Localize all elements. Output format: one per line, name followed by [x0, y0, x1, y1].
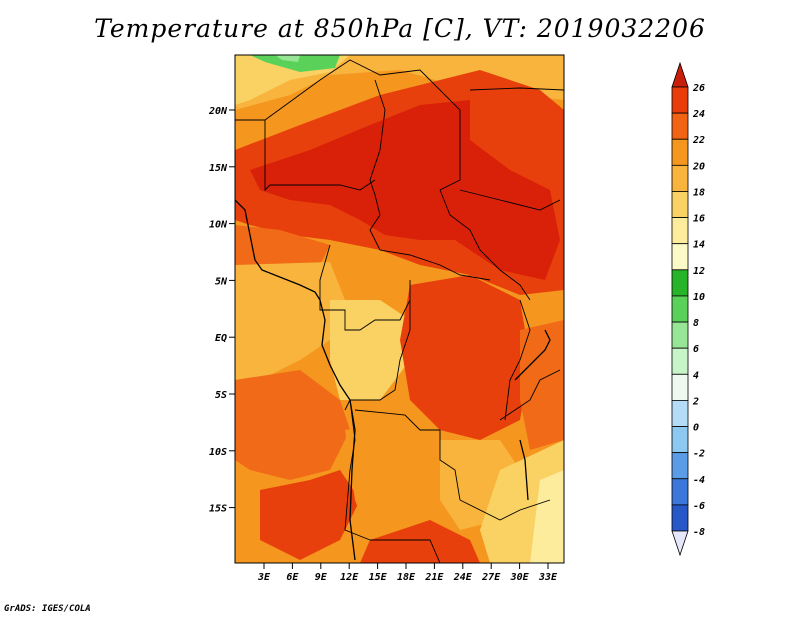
lon-label: 27E	[481, 572, 501, 583]
map-frame	[234, 54, 565, 564]
lat-label: 15S	[209, 504, 227, 515]
colorbar-box	[671, 86, 689, 114]
lat-label: EQ	[215, 333, 227, 344]
colorbar-box	[671, 373, 689, 401]
lon-label: 21E	[424, 572, 444, 583]
colorbar-box	[671, 478, 689, 506]
colorbar-box	[671, 295, 689, 323]
colorbar-label: 12	[693, 266, 705, 277]
colorbar-box	[671, 164, 689, 192]
colorbar-label: 26	[692, 83, 705, 94]
colorbar-box	[671, 217, 689, 245]
colorbar-label: 4	[693, 370, 699, 381]
colorbar-box	[671, 452, 689, 480]
lon-label: 3E	[257, 572, 271, 583]
lat-label: 20N	[208, 106, 228, 117]
lon-label: 6E	[286, 572, 299, 583]
lon-label: 9E	[315, 572, 328, 583]
lat-label: 5N	[215, 276, 228, 287]
colorbar-box	[671, 112, 689, 140]
map-title: Temperature at 850hPa [C], VT: 201903220…	[94, 14, 706, 43]
colorbar-bottom-arrow	[671, 530, 689, 557]
colorbar-box	[671, 400, 689, 427]
lon-label: 24E	[453, 572, 473, 583]
colorbar-box	[671, 321, 689, 349]
colorbar-top-arrow	[671, 61, 689, 88]
colorbar-label: 0	[693, 423, 699, 434]
colorbar-box	[671, 243, 689, 271]
longitude-axis: 3E 6E 9E 12E 15E 18E 21E 24E 27E 30E 33E	[257, 563, 558, 583]
colorbar-box	[671, 426, 689, 454]
colorbar-label: -8	[693, 527, 705, 538]
colorbar-box	[671, 191, 689, 218]
colorbar-label: 22	[692, 135, 705, 146]
colorbar-label: 14	[693, 240, 705, 251]
colorbar-box	[671, 347, 689, 375]
credit-text: GrADS: IGES/COLA	[4, 604, 91, 614]
lat-label: 15N	[209, 163, 228, 174]
temperature-field	[235, 55, 564, 563]
lat-label: 5S	[215, 390, 227, 401]
latitude-axis: 20N 15N 10N 5N EQ 5S 10S 15S	[208, 106, 235, 515]
lon-label: 18E	[397, 572, 416, 583]
lat-label: 10N	[209, 220, 228, 231]
colorbar-label: 24	[692, 109, 705, 120]
colorbar-label: 6	[693, 344, 699, 355]
colorbar-label: 2	[692, 396, 699, 407]
lon-label: 12E	[340, 572, 359, 583]
colorbar-label: 10	[693, 292, 705, 303]
lon-label: 33E	[538, 572, 558, 583]
lat-label: 10S	[209, 447, 227, 458]
colorbar-label: -2	[693, 449, 705, 460]
colorbar-label: 20	[692, 161, 705, 172]
colorbar-label: 18	[693, 187, 705, 198]
lon-label: 15E	[369, 572, 388, 583]
colorbar-label: -4	[693, 475, 705, 486]
colorbar-label: -6	[693, 501, 705, 512]
colorbar-label: 16	[693, 214, 705, 225]
coastlines	[235, 199, 551, 561]
lon-label: 30E	[510, 572, 530, 583]
colorbar-label: 8	[693, 318, 699, 329]
colorbar-box	[671, 138, 689, 166]
colorbar-box	[671, 269, 689, 297]
colorbar-box	[671, 504, 689, 532]
